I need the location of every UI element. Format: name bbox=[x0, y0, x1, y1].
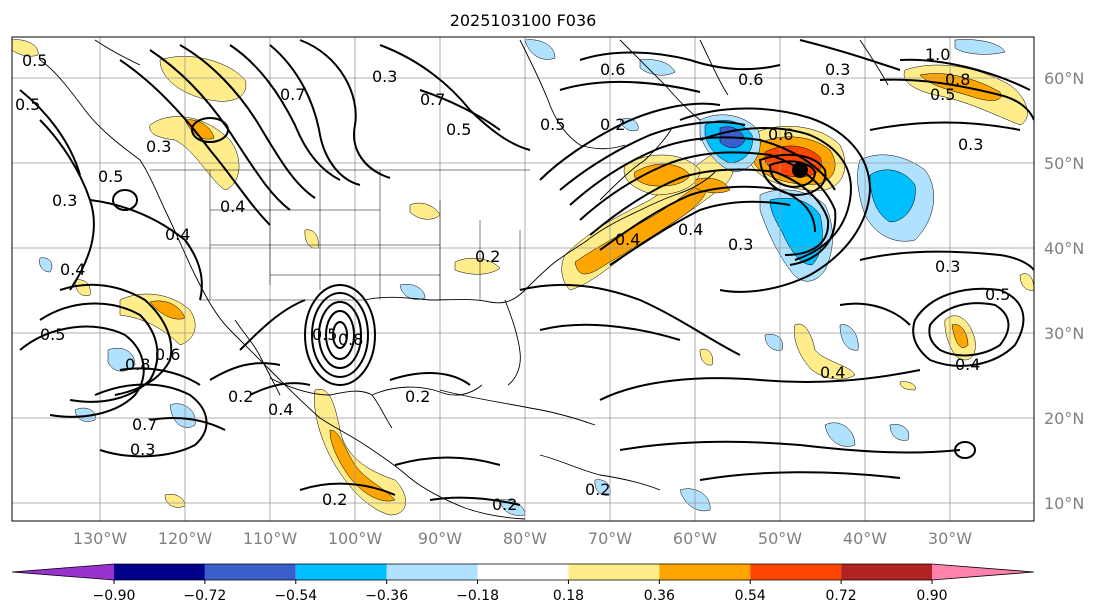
figure-title: 2025103100 F036 bbox=[450, 11, 597, 30]
colorbar-extend-low bbox=[12, 564, 114, 580]
colorbar-segment bbox=[568, 564, 660, 580]
lon-label: 70°W bbox=[588, 529, 632, 548]
map-area bbox=[12, 37, 1034, 521]
colorbar-tick-label: 0.90 bbox=[916, 588, 947, 604]
colorbar-tick-label: 0.36 bbox=[644, 588, 675, 604]
lon-label: 60°W bbox=[673, 529, 717, 548]
contour-label: 0.4 bbox=[955, 355, 980, 374]
colorbar-segment bbox=[841, 564, 932, 580]
lon-label: 130°W bbox=[73, 529, 128, 548]
lat-label: 60°N bbox=[1044, 69, 1084, 88]
colorbar-tick-label: −0.54 bbox=[274, 588, 317, 604]
colorbar-segment bbox=[114, 564, 205, 580]
lon-label: 110°W bbox=[243, 529, 298, 548]
contour-label: 0.6 bbox=[155, 345, 180, 364]
contour-label: 0.4 bbox=[615, 230, 640, 249]
contour-label: 0.3 bbox=[825, 60, 850, 79]
contour-label: 0.5 bbox=[15, 95, 40, 114]
contour-label: 0.6 bbox=[738, 70, 763, 89]
contour-label: 0.5 bbox=[22, 51, 47, 70]
lat-label: 50°N bbox=[1044, 154, 1084, 173]
contour-label: 0.5 bbox=[446, 120, 471, 139]
colorbar-segment bbox=[386, 564, 478, 580]
contour-label: 1.0 bbox=[925, 45, 950, 64]
contour-label: 0.8 bbox=[338, 330, 363, 349]
contour-label: 0.4 bbox=[165, 225, 190, 244]
colorbar: −0.90 −0.72 −0.54 −0.36 −0.18 0.18 0.36 0.54 0.7… bbox=[11, 563, 1035, 604]
contour-label: 0.3 bbox=[146, 137, 171, 156]
lon-label: 30°W bbox=[928, 529, 972, 548]
contour-label: 0.8 bbox=[945, 70, 970, 89]
contour-label: 0.3 bbox=[130, 440, 155, 459]
lon-label: 120°W bbox=[158, 529, 213, 548]
contour-label: 0.7 bbox=[132, 415, 157, 434]
lon-label: 90°W bbox=[418, 529, 462, 548]
contour-label: 0.3 bbox=[935, 257, 960, 276]
contour-label: 0.2 bbox=[322, 490, 347, 509]
colorbar-segment bbox=[750, 564, 842, 580]
lat-label: 30°N bbox=[1044, 324, 1084, 343]
colorbar-tick-label: 0.18 bbox=[553, 588, 584, 604]
colorbar-tick-label: −0.72 bbox=[183, 588, 226, 604]
contour-label: 0.5 bbox=[312, 325, 337, 344]
colorbar-tick-label: 0.72 bbox=[826, 588, 857, 604]
colorbar-extend-high bbox=[932, 564, 1034, 580]
contour-label: 0.5 bbox=[40, 325, 65, 344]
contour-label: 0.4 bbox=[678, 220, 703, 239]
colorbar-segment bbox=[295, 564, 387, 580]
colorbar-segment bbox=[204, 564, 296, 580]
contour-label: 0.2 bbox=[475, 247, 500, 266]
lon-label: 100°W bbox=[328, 529, 383, 548]
contour-label: 0.3 bbox=[958, 135, 983, 154]
storm-center-marker bbox=[792, 162, 808, 178]
contour-label: 0.5 bbox=[930, 85, 955, 104]
map-frame bbox=[11, 36, 1035, 522]
contour-label: 0.8 bbox=[125, 355, 150, 374]
contour-label: 0.4 bbox=[220, 197, 245, 216]
contour-label: 0.6 bbox=[600, 60, 625, 79]
lat-label: 20°N bbox=[1044, 409, 1084, 428]
contour-label: 0.4 bbox=[268, 400, 293, 419]
contour-label: 0.5 bbox=[98, 167, 123, 186]
coastlines bbox=[39, 39, 889, 520]
colorbar-segment bbox=[477, 564, 569, 580]
longitude-labels: 130°W 120°W 110°W 100°W 90°W 80°W 70°W 6… bbox=[73, 529, 972, 548]
contour-label: 0.4 bbox=[60, 260, 85, 279]
lon-label: 80°W bbox=[503, 529, 547, 548]
contour-label: 0.2 bbox=[600, 115, 625, 134]
contour-label: 0.5 bbox=[540, 115, 565, 134]
contour-lines bbox=[19, 39, 1034, 506]
contour-label: 0.3 bbox=[820, 80, 845, 99]
colorbar-tick-label: −0.18 bbox=[456, 588, 499, 604]
contour-label: 0.4 bbox=[820, 363, 845, 382]
lat-label: 40°N bbox=[1044, 239, 1084, 258]
contour-label: 0.6 bbox=[768, 125, 793, 144]
lon-label: 40°W bbox=[843, 529, 887, 548]
contour-label: 0.3 bbox=[728, 235, 753, 254]
contour-label: 0.2 bbox=[492, 495, 517, 514]
colorbar-tick-label: −0.36 bbox=[365, 588, 408, 604]
contour-label: 0.3 bbox=[372, 67, 397, 86]
contour-label: 0.2 bbox=[585, 480, 610, 499]
contour-label: 0.2 bbox=[228, 387, 253, 406]
contour-label: 0.2 bbox=[405, 387, 430, 406]
lon-label: 50°W bbox=[758, 529, 802, 548]
colorbar-tick-label: −0.90 bbox=[93, 588, 136, 604]
contour-label: 0.5 bbox=[985, 285, 1010, 304]
contour-label: 0.3 bbox=[52, 191, 77, 210]
latitude-labels: 60°N 50°N 40°N 30°N 20°N 10°N bbox=[1044, 69, 1084, 513]
contour-label: 0.7 bbox=[280, 85, 305, 104]
contour-label: 0.7 bbox=[420, 90, 445, 109]
colorbar-tick-label: 0.54 bbox=[735, 588, 766, 604]
contour-labels: 0.5 0.5 0.3 0.5 0.3 0.4 0.4 0.4 0.5 0.8 … bbox=[15, 45, 1010, 514]
negative-shading bbox=[39, 39, 1006, 516]
colorbar-segment bbox=[659, 564, 751, 580]
lat-label: 10°N bbox=[1044, 494, 1084, 513]
